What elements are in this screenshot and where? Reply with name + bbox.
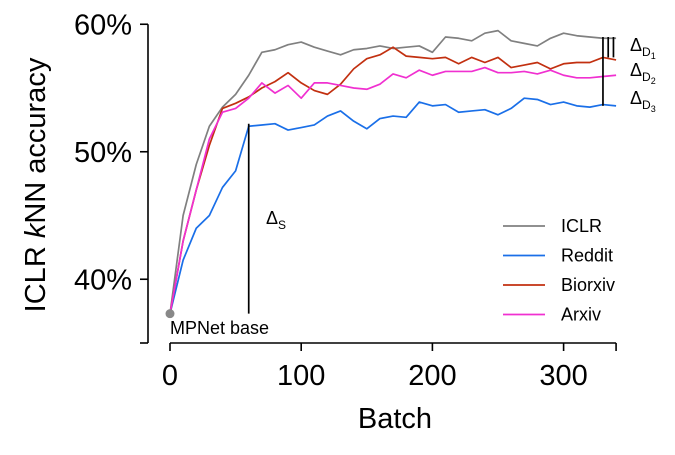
delta-sub-subscript: 1 <box>651 51 656 61</box>
y-axis-title-part: NN accuracy <box>20 57 52 223</box>
delta-s-label: ΔS <box>266 208 286 232</box>
delta-subscript: D <box>642 45 651 59</box>
legend-label-arxiv: Arxiv <box>561 305 601 325</box>
delta-subscript: D <box>642 98 651 112</box>
delta-d1-label: ΔD1 <box>630 35 656 61</box>
axes: 40% 50% 60% 0 100 200 300 <box>74 9 617 392</box>
y-tick-label: 40% <box>74 264 132 296</box>
delta-d3-label: ΔD3 <box>630 88 656 114</box>
x-tick-label: 300 <box>539 360 587 392</box>
series-line-biorxiv <box>169 46 617 314</box>
legend-label-iclr: ICLR <box>561 216 602 236</box>
series-line-iclr <box>169 29 617 314</box>
delta-symbol: Δ <box>630 88 642 108</box>
legend: ICLR Reddit Biorxiv Arxiv <box>503 216 615 325</box>
delta-subscript: S <box>278 218 286 232</box>
delta-sub-subscript: 2 <box>651 76 656 86</box>
delta-sub-subscript: 3 <box>651 104 656 114</box>
x-tick-label: 100 <box>277 360 325 392</box>
series-line-reddit <box>169 97 617 314</box>
legend-label-biorxiv: Biorxiv <box>561 275 615 295</box>
y-axis-title-part: ICLR <box>20 238 52 312</box>
base-label: MPNet base <box>170 318 269 338</box>
y-axis-title-part: k <box>20 222 52 238</box>
x-tick-label: 0 <box>162 360 178 392</box>
y-tick-label: 50% <box>74 137 132 169</box>
series-lines <box>165 29 617 319</box>
x-axis-title: Batch <box>358 403 432 435</box>
delta-subscript: D <box>642 70 651 84</box>
series-line-arxiv <box>169 66 617 314</box>
delta-d2-label: ΔD2 <box>630 60 656 86</box>
start-point-marker <box>165 309 175 319</box>
y-axis-title: ICLR kNN accuracy <box>20 57 52 312</box>
x-tick-label: 200 <box>408 360 456 392</box>
delta-symbol: Δ <box>630 60 642 80</box>
delta-symbol: Δ <box>630 35 642 55</box>
legend-label-reddit: Reddit <box>561 246 613 266</box>
y-tick-label: 60% <box>74 9 132 41</box>
delta-symbol: Δ <box>266 208 278 228</box>
